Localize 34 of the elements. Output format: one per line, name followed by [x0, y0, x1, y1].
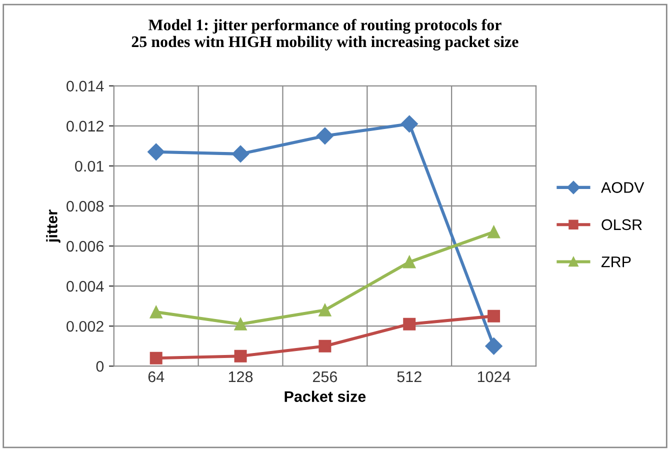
point — [400, 115, 418, 132]
point — [234, 318, 247, 330]
legend-label: OLSR — [602, 219, 642, 230]
point — [148, 143, 165, 160]
y-tick-label: 0 — [96, 360, 104, 372]
y-tick-label: 0.008 — [66, 200, 104, 212]
chart-title: Model 1: jitter performance of routing protocols for 25 nodes witn HIGH mobility with increasing packet size — [132, 18, 518, 51]
point — [234, 350, 247, 362]
point — [150, 352, 162, 364]
legend-label: AODV — [601, 182, 644, 193]
x-tick-label: 1024 — [478, 371, 510, 382]
y-tick-label: 0.012 — [66, 120, 104, 132]
y-tick-label: 0.002 — [66, 320, 104, 332]
point — [150, 306, 162, 318]
x-tick-label: 64 — [148, 371, 164, 382]
point — [318, 304, 332, 316]
point — [488, 226, 500, 238]
x-tick-label: 128 — [228, 371, 253, 382]
y-tick-label: 0.014 — [66, 80, 104, 92]
point — [488, 310, 500, 322]
y-axis-title: jitter — [46, 210, 60, 243]
x-tick-label: 512 — [397, 371, 422, 382]
point — [318, 340, 332, 352]
y-tick-label: 0.006 — [66, 240, 104, 252]
x-tick-label: 256 — [312, 371, 338, 382]
point — [403, 256, 416, 268]
point — [403, 318, 416, 330]
point — [316, 127, 334, 144]
y-tick-label: 0.004 — [66, 280, 104, 292]
y-tick-label: 0.01 — [75, 160, 104, 172]
x-axis-title: Packet size — [284, 390, 366, 402]
point — [232, 145, 250, 162]
point — [485, 338, 502, 355]
legend-label: ZRP — [601, 256, 631, 268]
